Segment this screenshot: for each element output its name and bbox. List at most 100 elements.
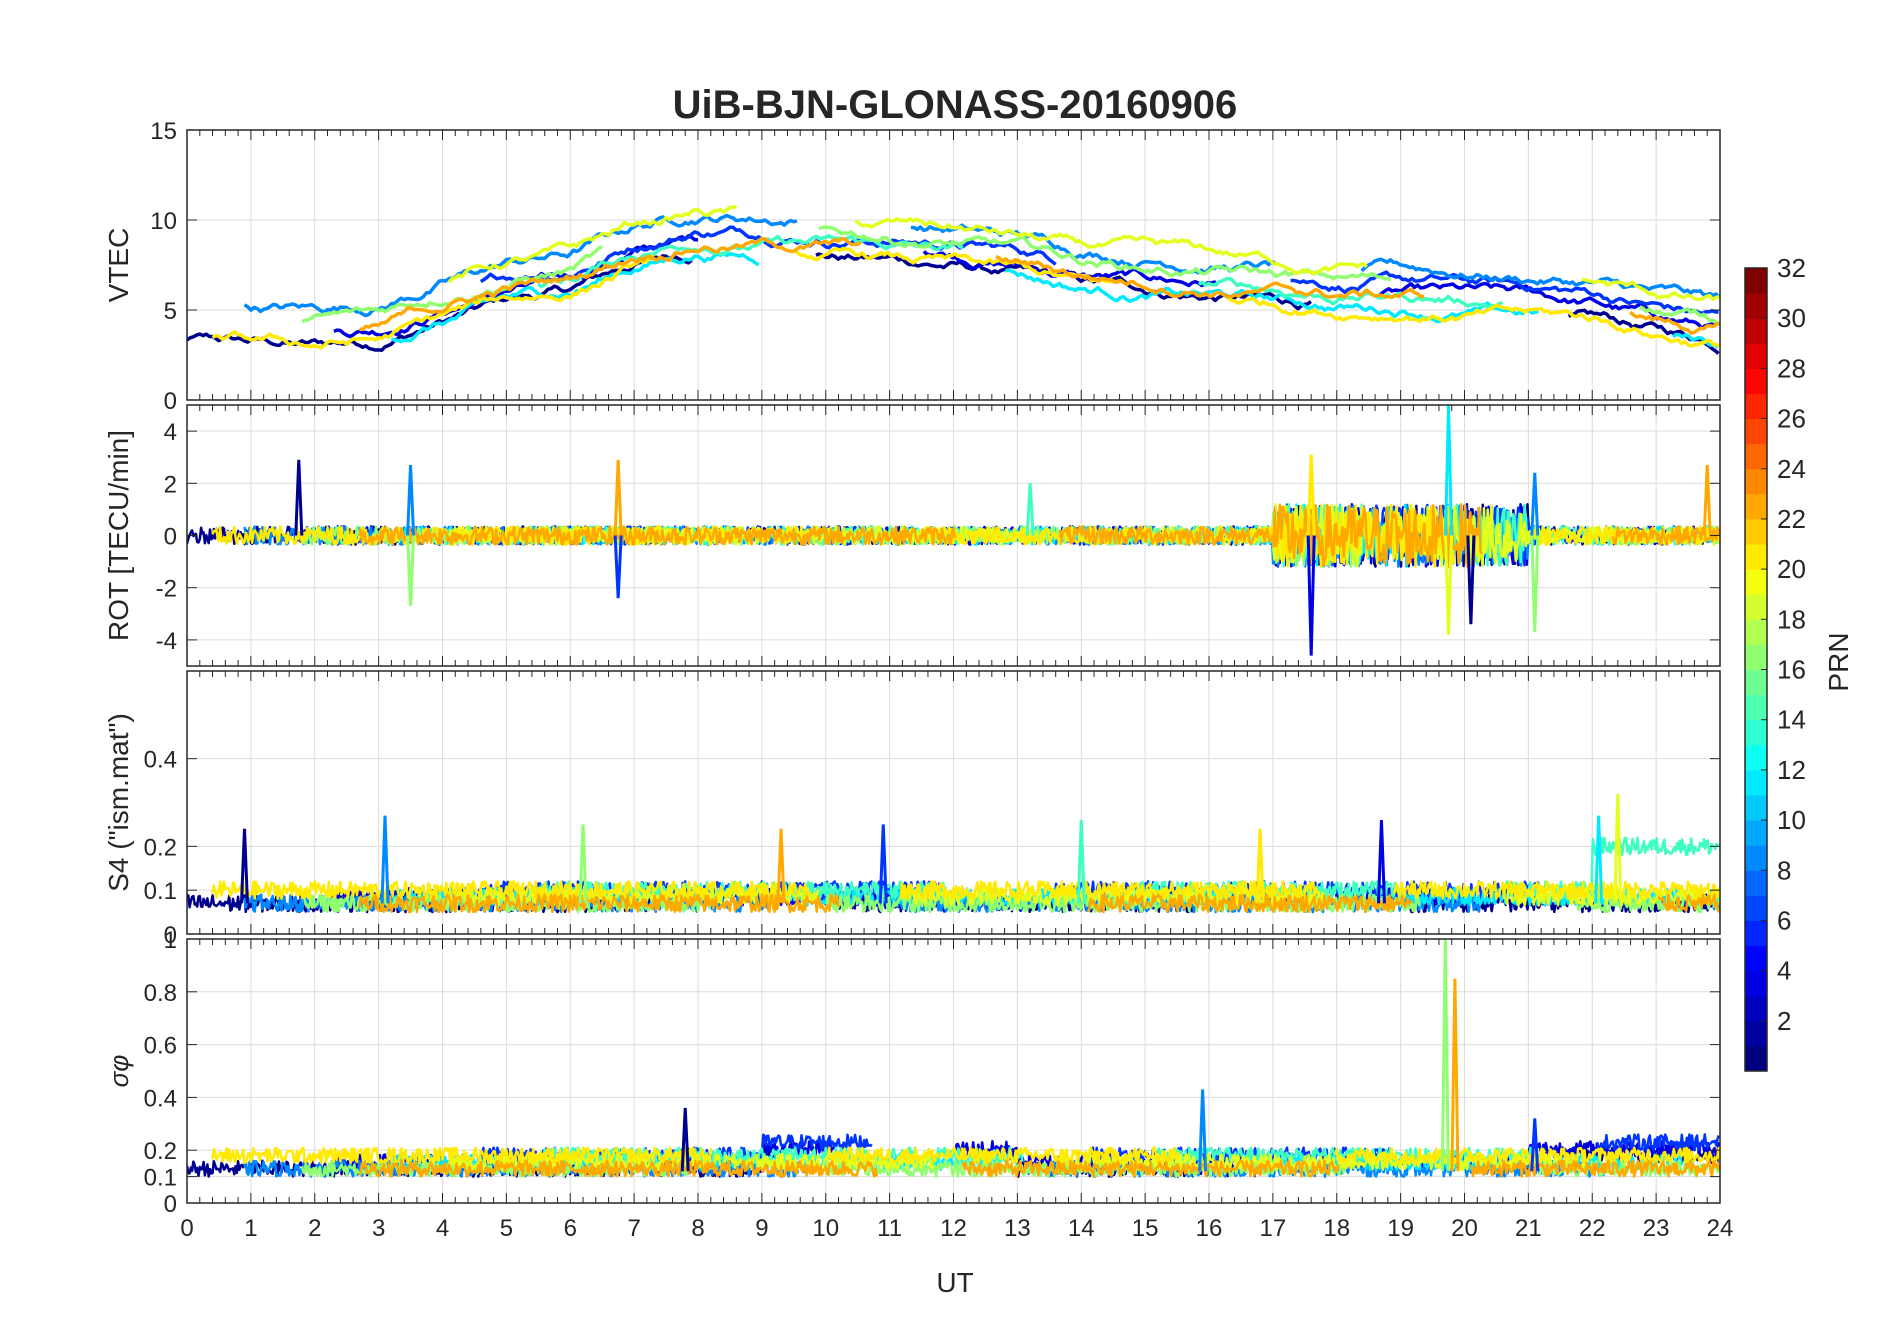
y-tick-label: 0.6 xyxy=(144,1033,177,1060)
data-spike xyxy=(406,535,416,607)
y-tick-label: -4 xyxy=(156,628,177,655)
panel-vtec: 0 5 10 15 VTEC xyxy=(103,118,1721,415)
x-tick-label: 23 xyxy=(1643,1215,1670,1242)
data-spike xyxy=(578,824,588,904)
colorbar-bin xyxy=(1745,945,1767,972)
prn-series-line xyxy=(1671,332,1719,349)
axis-ticks xyxy=(186,405,1721,666)
colorbar-bin xyxy=(1745,493,1767,520)
panel-rot: -4 -2 0 2 4 ROT [TECU/min] xyxy=(103,404,1721,667)
chart-title: UiB-BJN-GLONASS-20160906 xyxy=(673,83,1238,127)
x-tick-label: 13 xyxy=(1004,1215,1031,1242)
x-tick-label: 9 xyxy=(755,1215,768,1242)
prn-series-line xyxy=(854,216,1368,276)
prn-series-line xyxy=(358,893,840,914)
prn-series-line xyxy=(1197,276,1504,309)
series-group xyxy=(187,793,1720,914)
series-group xyxy=(187,939,1720,1178)
y-axis-label: ROT [TECU/min] xyxy=(103,430,134,641)
data-spike xyxy=(380,815,390,904)
colorbar-bin xyxy=(1745,895,1767,921)
prn-series-line xyxy=(899,880,1319,901)
x-tick-label: 20 xyxy=(1451,1215,1478,1242)
prn-series-line xyxy=(1334,1146,1720,1165)
colorbar-tick-label: 18 xyxy=(1777,604,1806,634)
data-spike xyxy=(1530,535,1540,633)
y-tick-label: 0.1 xyxy=(144,1165,177,1192)
y-tick-label: 0 xyxy=(164,1191,177,1218)
data-spike xyxy=(1306,454,1316,536)
prn-series-line xyxy=(1469,1159,1720,1178)
prn-series-line xyxy=(537,233,964,289)
data-spike xyxy=(1466,535,1476,625)
colorbar-bin xyxy=(1745,343,1767,369)
data-spike xyxy=(1444,405,1454,536)
y-tick-label: 4 xyxy=(164,419,177,446)
y-tick-label: 0.2 xyxy=(144,834,177,861)
colorbar-bin xyxy=(1745,268,1767,294)
y-tick-label: 0.4 xyxy=(144,747,177,774)
data-spike xyxy=(1376,819,1386,904)
colorbar-tick-label: 28 xyxy=(1777,353,1806,383)
x-tick-label: 22 xyxy=(1579,1215,1606,1242)
y-tick-label: 1 xyxy=(164,927,177,954)
colorbar-bin xyxy=(1745,870,1767,896)
x-tick-label: 24 xyxy=(1707,1215,1734,1242)
prn-series-line xyxy=(1136,880,1404,901)
x-tick-label: 15 xyxy=(1132,1215,1159,1242)
colorbar-tick-label: 8 xyxy=(1777,855,1791,885)
x-tick-label: 0 xyxy=(180,1215,193,1242)
colorbar-tick-label: 32 xyxy=(1777,253,1806,283)
prn-series-line xyxy=(211,880,812,901)
x-tick-label: 7 xyxy=(627,1215,640,1242)
x-tick-label: 21 xyxy=(1515,1215,1542,1242)
data-spike xyxy=(406,464,416,536)
x-tick-label: 3 xyxy=(372,1215,385,1242)
colorbar-tick-label: 26 xyxy=(1777,404,1806,434)
data-spike xyxy=(1530,472,1540,536)
prn-series-line xyxy=(1611,525,1720,546)
data-spike xyxy=(1450,978,1460,1172)
prn-series-line xyxy=(359,236,862,332)
prn-series-line xyxy=(1629,310,1720,335)
colorbar-bin xyxy=(1745,794,1767,821)
y-tick-label: 0.2 xyxy=(144,1138,177,1165)
data-spike xyxy=(680,1107,690,1172)
colorbar-bin xyxy=(1745,669,1767,696)
data-spike xyxy=(878,824,888,904)
prn-series-line xyxy=(1657,893,1720,913)
x-tick-label: 18 xyxy=(1323,1215,1350,1242)
data-spike xyxy=(1530,1118,1540,1172)
data-spike xyxy=(294,459,304,536)
y-axis-label: σφ xyxy=(104,1055,134,1088)
colorbar-bin xyxy=(1745,293,1767,319)
y-tick-label: 0.1 xyxy=(144,878,177,905)
y-tick-label: 0 xyxy=(164,524,177,551)
data-spike xyxy=(1594,815,1604,904)
x-tick-label: 6 xyxy=(564,1215,577,1242)
colorbar-bin xyxy=(1745,820,1767,846)
prn-series-line xyxy=(1058,1152,1586,1172)
y-tick-label: 5 xyxy=(164,298,177,325)
prn-series-line xyxy=(479,225,1057,284)
data-spike xyxy=(1306,535,1316,656)
colorbar-tick-label: 14 xyxy=(1777,705,1806,735)
prn-series-line xyxy=(211,1146,713,1165)
y-axis-label: S4 ("ism.mat") xyxy=(103,713,134,892)
y-tick-label: 0 xyxy=(164,922,177,949)
colorbar-bin xyxy=(1745,845,1767,871)
colorbar-bin xyxy=(1745,644,1767,670)
colorbar-tick-label: 10 xyxy=(1777,805,1806,835)
x-tick-label: 12 xyxy=(940,1215,967,1242)
x-tick-label: 8 xyxy=(691,1215,704,1242)
colorbar-bin xyxy=(1745,769,1767,796)
y-axis-label: VTEC xyxy=(103,228,134,303)
colorbar-bin xyxy=(1745,619,1767,645)
colorbar-tick-label: 24 xyxy=(1777,454,1806,484)
colorbar-bin xyxy=(1745,443,1767,470)
colorbar-bin xyxy=(1745,368,1767,394)
prn-series-line xyxy=(187,254,693,352)
colorbar-bin xyxy=(1745,1020,1767,1047)
prn-series-line xyxy=(447,204,738,284)
